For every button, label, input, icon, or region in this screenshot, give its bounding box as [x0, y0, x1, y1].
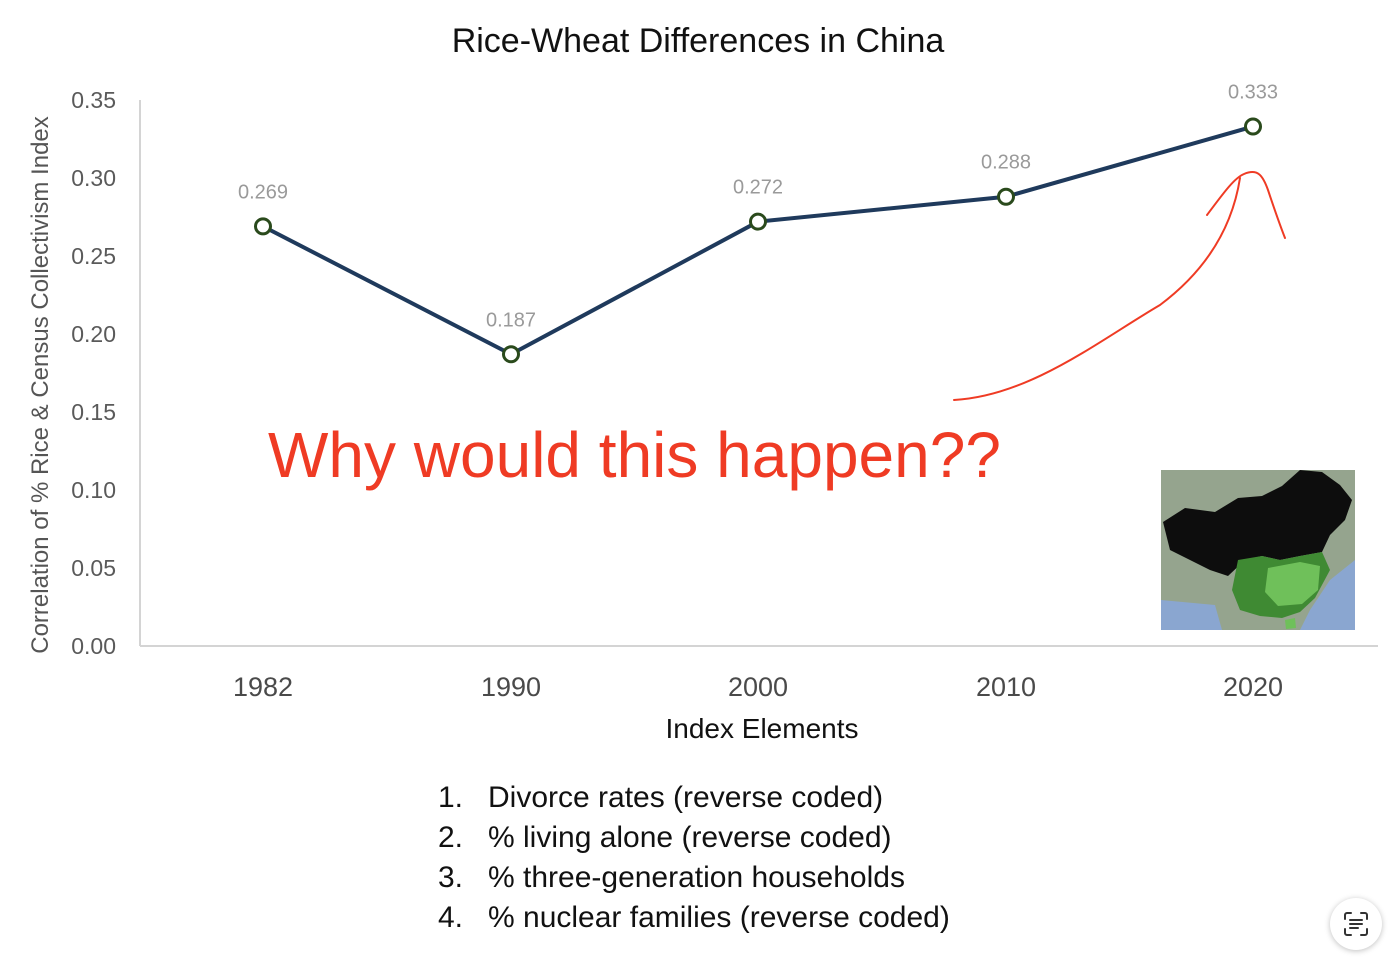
index-elements-list: 1. Divorce rates (reverse coded) 2. % livi…: [438, 778, 950, 938]
y-tick-label: 0.00: [71, 633, 116, 659]
series-markers: [254, 117, 1262, 364]
list-item-number: 1.: [438, 781, 464, 814]
data-label: 0.269: [238, 181, 288, 203]
list-item-text: % living alone (reverse coded): [488, 821, 892, 854]
annotation-arrow: [953, 171, 1286, 401]
list-item: 2. % living alone (reverse coded): [438, 818, 950, 858]
list-item-text: % three-generation households: [488, 861, 905, 894]
x-tick-label: 2000: [728, 672, 788, 702]
x-tick-label: 2020: [1223, 672, 1283, 702]
list-item-number: 3.: [438, 861, 464, 894]
data-point-marker: [749, 212, 767, 231]
data-point-marker: [997, 187, 1015, 206]
y-tick-label: 0.35: [71, 87, 116, 113]
data-point-marker: [502, 345, 520, 364]
data-label: 0.272: [733, 177, 783, 199]
y-tick-label: 0.30: [71, 165, 116, 191]
y-tick-label: 0.20: [71, 321, 116, 347]
data-point-marker: [254, 217, 272, 236]
x-axis-ticks: 1982 1990 2000 2010 2020: [233, 672, 1283, 702]
series-line: [262, 124, 1254, 357]
chart-title: Rice-Wheat Differences in China: [452, 22, 945, 60]
arrow-head: [1206, 171, 1286, 239]
data-label: 0.333: [1228, 82, 1278, 104]
annotation-text: Why would this happen??: [268, 419, 1001, 491]
map-wheat-region: [1163, 470, 1352, 576]
x-tick-label: 2010: [976, 672, 1036, 702]
data-label: 0.187: [486, 309, 536, 331]
list-item-text: % nuclear families (reverse coded): [488, 901, 950, 934]
data-label: 0.288: [981, 152, 1031, 174]
list-item: 3. % three-generation households: [438, 858, 950, 898]
list-item: 4. % nuclear families (reverse coded): [438, 898, 950, 938]
map-ocean-east: [1300, 560, 1355, 630]
list-item-text: Divorce rates (reverse coded): [488, 781, 884, 814]
text-scan-icon: [1344, 912, 1368, 936]
y-tick-label: 0.05: [71, 555, 116, 581]
data-point-marker: [1244, 117, 1262, 136]
y-tick-label: 0.15: [71, 399, 116, 425]
map-rice-region-light: [1265, 562, 1320, 606]
list-item-number: 2.: [438, 821, 464, 854]
arrow-shaft: [953, 177, 1241, 401]
y-tick-label: 0.25: [71, 243, 116, 269]
x-tick-label: 1982: [233, 672, 293, 702]
x-tick-label: 1990: [481, 672, 541, 702]
list-item-number: 4.: [438, 901, 464, 934]
y-tick-label: 0.10: [71, 477, 116, 503]
live-text-scan-button[interactable]: [1330, 898, 1382, 950]
map-hainan: [1285, 618, 1296, 629]
y-axis-ticks: 0.00 0.05 0.10 0.15 0.20 0.25 0.30 0.35: [71, 87, 116, 659]
list-item: 1. Divorce rates (reverse coded): [438, 778, 950, 818]
y-axis-title: Correlation of % Rice & Census Collectiv…: [27, 116, 54, 654]
x-axis-title: Index Elements: [666, 713, 859, 744]
data-labels: 0.269 0.187 0.272 0.288 0.333: [238, 82, 1278, 332]
china-rice-wheat-map-icon: [1161, 470, 1355, 630]
map-ocean-west: [1161, 600, 1222, 630]
